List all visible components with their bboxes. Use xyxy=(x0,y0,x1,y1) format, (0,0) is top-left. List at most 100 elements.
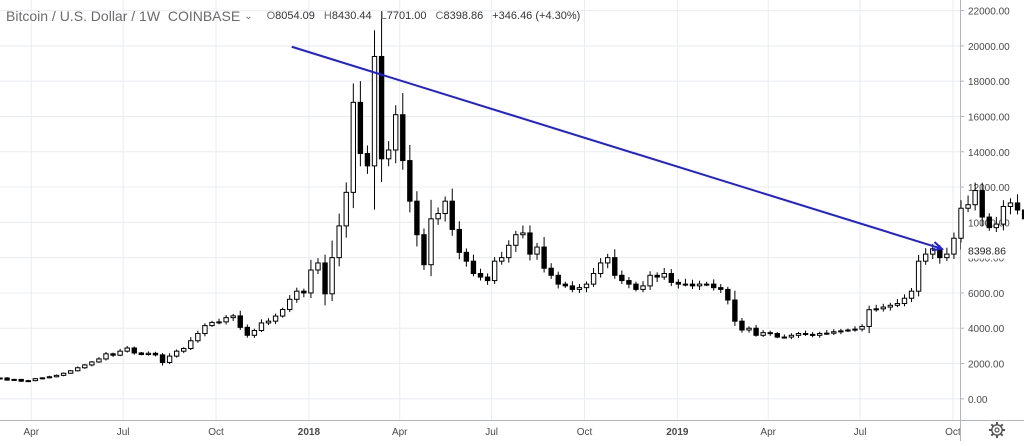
y-tick-label: 2000.00 xyxy=(968,360,1005,371)
trendline-drawing[interactable] xyxy=(291,45,945,252)
candle-body xyxy=(470,260,477,275)
candle xyxy=(244,324,251,338)
x-tick-label: Oct xyxy=(208,427,224,438)
candle xyxy=(993,216,1000,233)
candle-body xyxy=(96,358,102,363)
candle xyxy=(732,290,738,326)
chevron-down-icon[interactable]: ⌄ xyxy=(244,10,253,22)
candle-body xyxy=(788,334,795,338)
candle xyxy=(393,105,399,164)
y-tick-label: 14000.00 xyxy=(968,148,1010,159)
candle xyxy=(18,378,24,382)
candle xyxy=(428,199,434,277)
candle-body xyxy=(675,281,682,285)
candle-body xyxy=(597,262,604,275)
candle-body xyxy=(230,315,236,319)
candle xyxy=(117,348,123,357)
y-tick-label: 22000.00 xyxy=(968,7,1010,18)
y-tick-label: 18000.00 xyxy=(968,77,1010,88)
trendline-arrowhead xyxy=(931,241,945,252)
candle xyxy=(873,304,879,312)
candle-body xyxy=(725,288,731,301)
candle-body xyxy=(442,200,448,215)
candle xyxy=(414,191,420,247)
legend-low: L7701.00 xyxy=(380,10,427,22)
candle-body xyxy=(53,374,60,378)
candle xyxy=(612,249,618,279)
candle xyxy=(67,370,74,374)
candle xyxy=(866,305,872,334)
x-tick-label: Oct xyxy=(945,427,961,438)
candle-body xyxy=(216,321,222,324)
candle xyxy=(159,353,166,366)
candle xyxy=(711,279,717,291)
candle-body xyxy=(287,298,293,311)
candle-body xyxy=(301,290,307,294)
candle-body xyxy=(548,267,554,276)
legend-close: C8398.86 xyxy=(435,10,484,22)
candle-body xyxy=(760,332,766,336)
candle-body xyxy=(188,340,194,350)
candle-body xyxy=(682,283,689,286)
candle xyxy=(513,230,519,252)
candle-body xyxy=(718,287,724,290)
candle xyxy=(774,332,780,339)
candle-body xyxy=(711,283,717,289)
candle xyxy=(46,375,53,379)
candle xyxy=(442,196,448,222)
candle xyxy=(499,251,505,265)
candle xyxy=(1007,198,1014,215)
candle xyxy=(308,259,314,299)
candle-body xyxy=(534,246,540,255)
interval-label[interactable]: 1W xyxy=(139,8,161,24)
candle xyxy=(908,287,915,303)
candle xyxy=(477,268,484,281)
y-tick-label: 4000.00 xyxy=(968,324,1005,335)
candle-body xyxy=(322,262,328,295)
candle-body xyxy=(124,347,130,352)
candle xyxy=(859,324,865,332)
candle-body xyxy=(569,285,576,290)
candle-body xyxy=(251,330,258,336)
candle xyxy=(124,346,130,353)
candle xyxy=(223,314,229,325)
candle xyxy=(103,352,109,361)
candle xyxy=(173,349,180,358)
candle xyxy=(195,330,201,343)
candle-body xyxy=(60,372,67,376)
candle xyxy=(590,267,597,287)
candle-body xyxy=(753,327,759,336)
candle xyxy=(619,270,625,284)
candle xyxy=(421,228,427,270)
candle-body xyxy=(428,218,434,266)
candle-body xyxy=(520,232,526,236)
candle-body xyxy=(18,378,24,382)
x-tick-label: Jul xyxy=(117,427,130,438)
symbol-name[interactable]: Bitcoin / U.S. Dollar xyxy=(6,8,128,24)
candle xyxy=(576,284,583,294)
candle-body xyxy=(590,273,597,285)
candle-body xyxy=(739,320,745,331)
candle xyxy=(491,257,498,284)
candle-body xyxy=(75,367,81,372)
candle xyxy=(661,267,667,280)
candle xyxy=(852,326,858,332)
candle-body xyxy=(110,353,116,356)
candle xyxy=(901,294,908,307)
candle xyxy=(548,263,554,279)
candle-body xyxy=(781,336,788,339)
candle-body xyxy=(272,315,279,322)
gear-icon[interactable] xyxy=(988,421,1006,439)
candle xyxy=(364,145,371,174)
candle-body xyxy=(951,237,957,255)
candle-body xyxy=(647,274,653,287)
candle xyxy=(986,213,992,231)
legend-high: H8430.44 xyxy=(323,10,372,22)
candle-body xyxy=(703,283,710,286)
candle-body xyxy=(866,309,872,327)
candle xyxy=(703,281,710,287)
candle xyxy=(470,254,477,277)
candle xyxy=(322,254,328,306)
candle-body xyxy=(661,273,667,278)
